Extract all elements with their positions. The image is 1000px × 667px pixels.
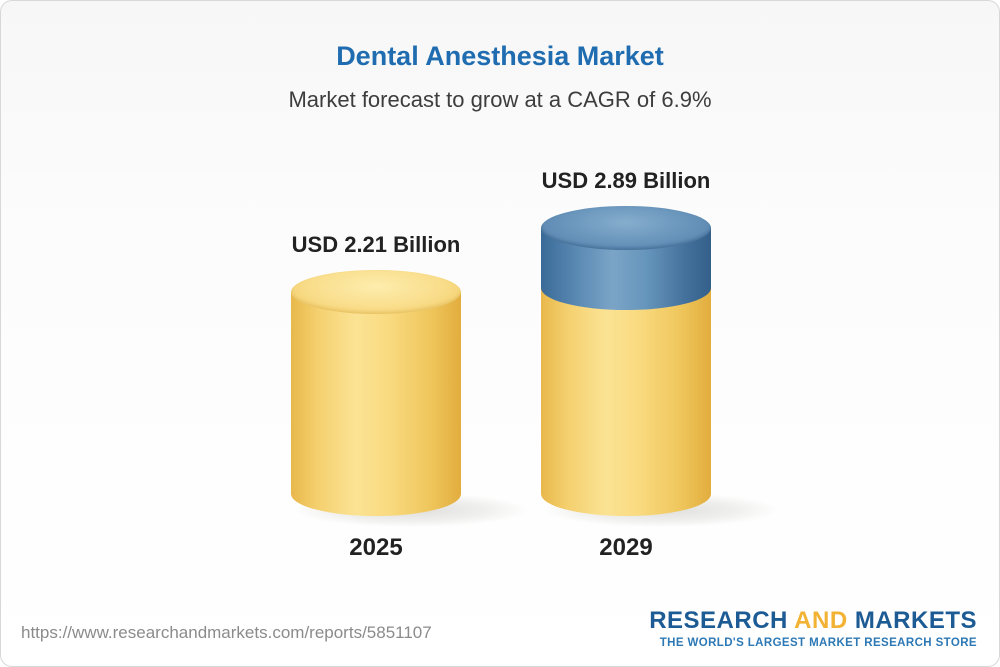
brand-word-markets: MARKETS <box>854 607 977 634</box>
brand-word-and: AND <box>794 607 848 634</box>
chart-subtitle: Market forecast to grow at a CAGR of 6.9… <box>288 87 712 112</box>
value-label-2025: USD 2.21 Billion <box>291 232 461 257</box>
bar-2025 <box>291 270 461 516</box>
category-label-2025: 2025 <box>349 534 403 561</box>
brand-logo: RESEARCH AND MARKETS THE WORLD'S LARGEST… <box>649 607 977 649</box>
bar-2029-top <box>541 206 711 250</box>
brand-word-research: RESEARCH <box>649 607 788 634</box>
brand-logo-wordmark: RESEARCH AND MARKETS <box>649 607 977 635</box>
bar-2029 <box>541 206 711 516</box>
chart-title: Dental Anesthesia Market <box>336 41 664 71</box>
brand-tagline: THE WORLD'S LARGEST MARKET RESEARCH STOR… <box>659 637 977 649</box>
bar-2029-base-segment <box>541 286 711 516</box>
value-label-2029: USD 2.89 Billion <box>541 168 711 193</box>
bar-2025-body <box>291 292 461 516</box>
source-url: https://www.researchandmarkets.com/repor… <box>21 623 432 642</box>
category-label-2029: 2029 <box>599 534 653 561</box>
bar-2025-top <box>291 270 461 314</box>
